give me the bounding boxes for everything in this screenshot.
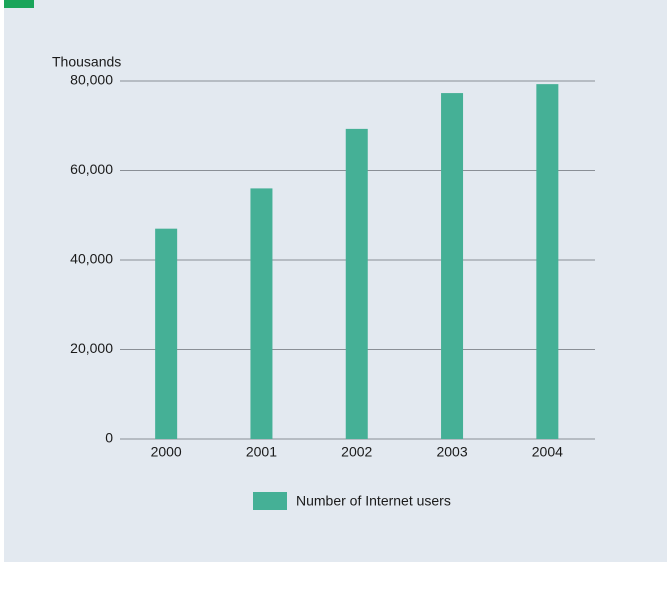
y-tick-label: 80,000	[70, 72, 113, 88]
bar	[536, 84, 559, 439]
y-axis-label: Thousands	[52, 54, 121, 70]
legend-label: Number of Internet users	[296, 493, 451, 509]
title-badge	[4, 0, 34, 8]
y-tick-label: 60,000	[70, 161, 113, 177]
x-tick-label: 2004	[532, 444, 563, 460]
bar	[345, 128, 368, 439]
bar	[250, 188, 273, 439]
legend-swatch	[253, 492, 287, 510]
y-tick-label: 20,000	[70, 340, 113, 356]
x-tick-label: 2002	[341, 444, 372, 460]
bar	[441, 93, 464, 440]
y-tick-label: 40,000	[70, 251, 113, 267]
x-tick-label: 2003	[436, 444, 467, 460]
y-tick-label: 0	[105, 430, 113, 446]
bar	[155, 228, 178, 439]
x-tick-label: 2001	[246, 444, 277, 460]
x-tick-label: 2000	[151, 444, 182, 460]
